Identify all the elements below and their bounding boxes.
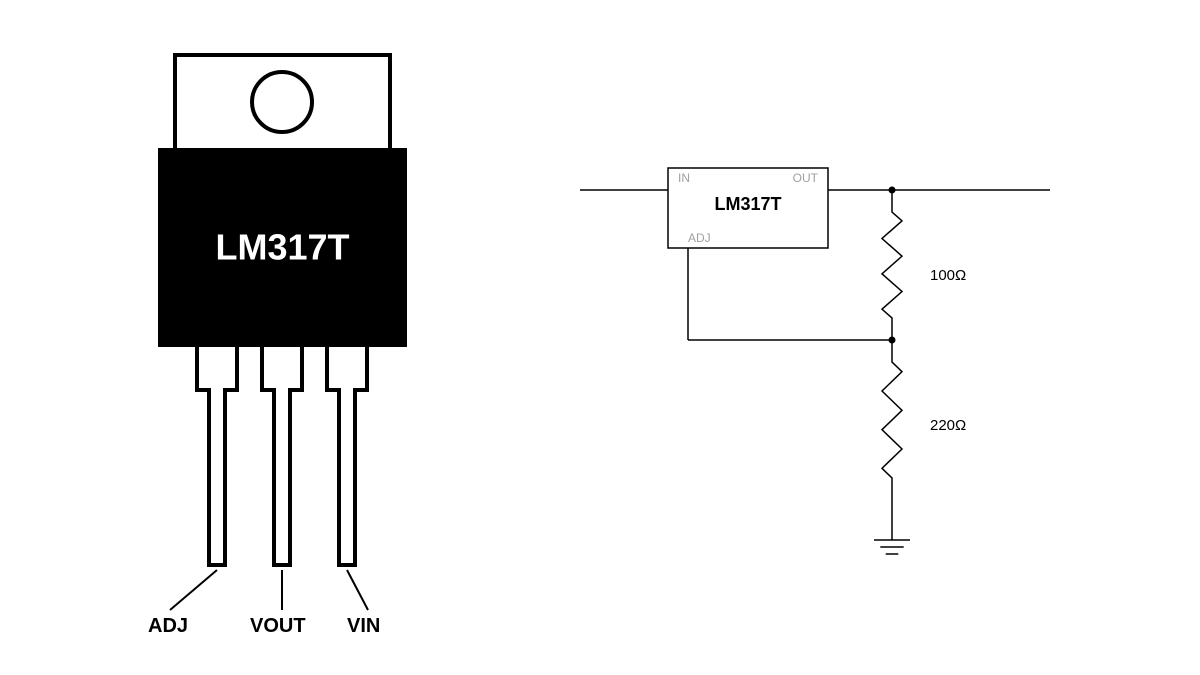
resistor-r1	[882, 190, 902, 340]
to220-pin-adj	[197, 345, 237, 565]
pin-label: VIN	[347, 615, 380, 637]
resistor-label-r1: 100Ω	[930, 267, 966, 284]
pin-callout-line	[347, 570, 368, 610]
junction-dot	[889, 187, 896, 194]
to220-pin-vout	[262, 345, 302, 565]
schematic-port-out: OUT	[793, 171, 819, 185]
resistor-label-r2: 220Ω	[930, 417, 966, 434]
junction-dot	[889, 337, 896, 344]
pin-callout-line	[170, 570, 217, 610]
to220-part-number: LM317T	[215, 227, 349, 268]
schematic-port-adj: ADJ	[688, 231, 711, 245]
schematic-port-in: IN	[678, 171, 690, 185]
schematic-ic-label: LM317T	[714, 194, 781, 214]
pin-label: ADJ	[148, 615, 188, 637]
resistor-r2	[882, 340, 902, 500]
pin-label: VOUT	[250, 615, 306, 637]
to220-pin-vin	[327, 345, 367, 565]
to220-tab	[175, 55, 390, 150]
